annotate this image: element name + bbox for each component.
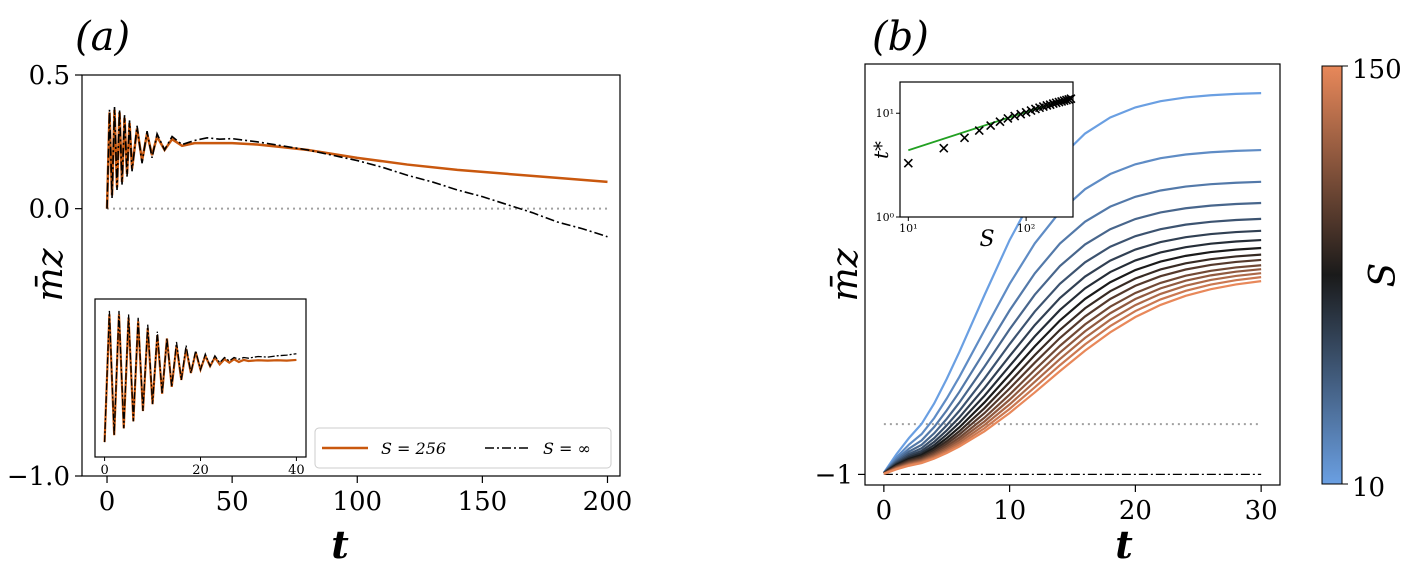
panel-b-xtick-label-10: 10 — [993, 496, 1026, 526]
panel-a-xtick-label-200: 200 — [583, 487, 633, 517]
inset-b-point-180 — [1051, 98, 1061, 108]
inset-b-point-stroke-b — [1054, 97, 1064, 107]
series-S150-line — [883, 280, 1262, 475]
inset-a-xtick-label-40: 40 — [288, 463, 305, 478]
inset-b-point-stroke-b — [1016, 109, 1026, 119]
inset-b-point-40 — [974, 126, 984, 136]
inset-b-point-50 — [986, 121, 996, 131]
inset-b-point-190 — [1054, 97, 1064, 107]
inset-b-point-230 — [1064, 94, 1074, 104]
panel-b-ytick-label-0: −1 — [815, 460, 853, 490]
legend-orange-label: S = 256 — [381, 439, 446, 458]
inset-a-black-line — [103, 310, 297, 443]
series-S90-line — [883, 253, 1262, 475]
inset-b-ytick-label-10: 10¹ — [876, 107, 894, 120]
panel-a-xtick-label-0: 0 — [99, 487, 116, 517]
series-S50-line — [883, 217, 1262, 474]
inset-b-point-stroke-b — [1042, 100, 1052, 110]
colorbar-label: S — [1363, 263, 1404, 288]
inset-b-point-stroke-b — [903, 158, 913, 168]
series-S60-line — [883, 229, 1262, 475]
inset-a-xtick-label-0: 0 — [100, 463, 108, 478]
inset-b-point-stroke-b — [1066, 94, 1076, 104]
inset-b-point-90 — [1016, 109, 1026, 119]
series-sinf-line — [106, 107, 608, 238]
panel-a-inset-frame — [94, 298, 307, 458]
legend-black-label: S = ∞ — [543, 439, 591, 458]
inset-b-point-stroke-b — [1048, 98, 1058, 109]
panel-b-xlabel: t — [1115, 522, 1133, 567]
inset-b-xtick-label-100: 10² — [1017, 222, 1035, 235]
panel-a-legend: S = 256 S = ∞ — [314, 427, 612, 469]
panel-b-xtick-label-0: 0 — [876, 496, 893, 526]
inset-b-point-stroke-b — [1010, 111, 1020, 121]
panel-a-ytick-label-2: −1.0 — [7, 462, 70, 492]
panel-b-xtick-label-20: 20 — [1119, 496, 1152, 526]
colorbar-max-label: 150 — [1352, 55, 1402, 85]
panel-b-label: (b) — [872, 14, 929, 60]
inset-b-point-10 — [903, 158, 913, 168]
panel-b-xtick-label-30: 30 — [1245, 496, 1278, 526]
panel-a-ytick-label-0: 0.5 — [29, 61, 70, 91]
colorbar-label-text: S — [1363, 263, 1404, 288]
inset-b-point-80 — [1010, 111, 1020, 121]
inset-b-point-150 — [1042, 100, 1052, 110]
series-S70-line — [883, 238, 1262, 475]
panel-a-ylabel-text: m̄z — [30, 247, 71, 301]
inset-b-point-70 — [1003, 113, 1013, 124]
legend-box — [314, 427, 612, 469]
panel-a: (a) 0 50 100 150 200 0.5 0.0 −1.0 t m̄z 0 20 40 S… — [7, 14, 632, 567]
panel-b-ylabel: m̄z — [825, 247, 866, 301]
inset-b-ytick-label-1: 10⁰ — [876, 211, 895, 224]
panel-a-xtick-label-50: 50 — [216, 487, 249, 517]
inset-b-point-20 — [939, 143, 949, 153]
panel-a-ytick-label-1: 0.0 — [29, 195, 70, 225]
panel-b-ylabel-text: m̄z — [825, 247, 866, 301]
series-S40-line — [883, 201, 1262, 474]
inset-b-point-stroke-b — [1003, 113, 1013, 124]
inset-b-point-stroke-b — [974, 126, 984, 136]
series-S80-line — [883, 246, 1262, 475]
panel-a-ylabel: m̄z — [30, 247, 71, 301]
panel-a-label: (a) — [75, 14, 130, 60]
inset-b-ylabel: t* — [869, 141, 893, 159]
inset-a-xtick-label-20: 20 — [192, 463, 209, 478]
panel-a-frame — [81, 74, 621, 477]
inset-b-point-stroke-b — [939, 143, 949, 153]
inset-a-orange-line — [103, 314, 297, 443]
colorbar-min-label: 10 — [1352, 473, 1385, 503]
inset-b-point-stroke-b — [986, 121, 996, 131]
panel-b-frame — [864, 63, 1281, 486]
inset-b-point-stroke-b — [1021, 107, 1031, 117]
inset-b-point-stroke-b — [1051, 98, 1061, 108]
panel-a-xlabel: t — [331, 522, 349, 567]
inset-b-point-60 — [995, 117, 1005, 127]
colorbar — [1321, 65, 1343, 485]
inset-b-point-stroke-b — [1064, 94, 1074, 104]
panel-a-xtick-label-150: 150 — [458, 487, 508, 517]
series-S30-line — [883, 180, 1262, 474]
panel-b-inset-frame — [899, 81, 1074, 218]
inset-b-xtick-label-10: 10¹ — [899, 222, 917, 235]
panel-a-inset: 0 20 40 — [100, 310, 305, 478]
inset-b-point-stroke-b — [959, 133, 970, 143]
series-S100-line — [883, 258, 1262, 475]
inset-b-point-30 — [959, 133, 970, 143]
panel-a-plot-area — [105, 107, 608, 238]
panel-a-xtick-label-100: 100 — [332, 487, 382, 517]
inset-b-point-100 — [1021, 107, 1031, 117]
inset-b-xlabel: S — [979, 227, 994, 252]
panel-b-ticks: 0 10 20 30 −1 — [815, 460, 1278, 526]
series-s256-line — [105, 109, 608, 209]
inset-b-point-240 — [1066, 94, 1076, 104]
panel-b-inset: 10¹ 10² 10⁰ 10¹ St* — [869, 94, 1076, 252]
series-S20-line — [883, 148, 1262, 474]
inset-b-point-stroke-b — [995, 117, 1005, 127]
